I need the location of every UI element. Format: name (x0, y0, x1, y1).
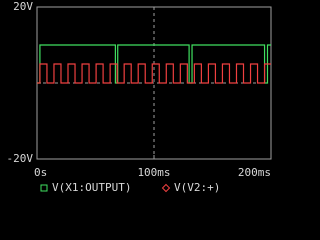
x-tick-label: 0s (34, 166, 47, 179)
y-tick-label: -20V (7, 152, 34, 165)
legend-marker (40, 184, 48, 192)
y-tick-label: 20V (13, 0, 33, 13)
series-line (37, 44, 271, 84)
x-tick-label: 200ms (238, 166, 271, 179)
series-line (37, 63, 271, 84)
legend-marker (161, 183, 171, 193)
x-tick-label: 100ms (137, 166, 170, 179)
legend-label: V(X1:OUTPUT) (52, 181, 131, 194)
legend-label: V(V2:+) (174, 181, 220, 194)
chart: -20V 20V 0s 100ms 200ms V(X1:OUTPUT) V(V2:+) (6, 0, 272, 194)
